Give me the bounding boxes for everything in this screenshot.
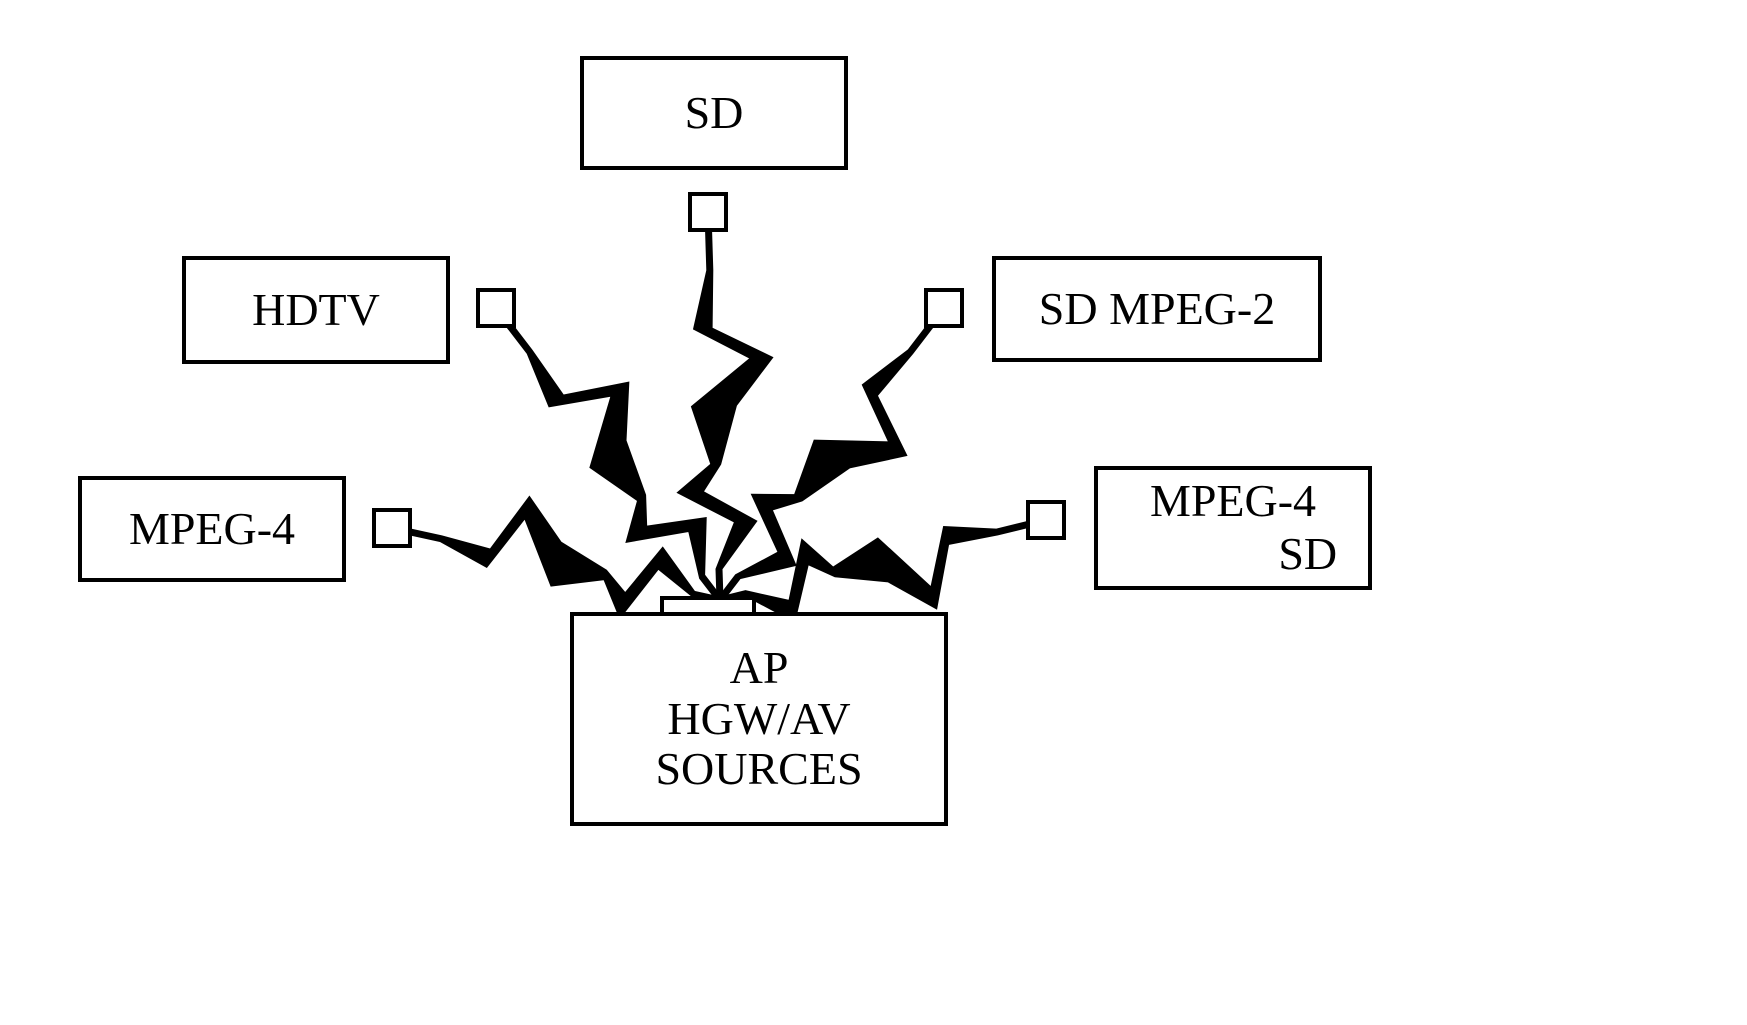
center-ap-box: AP HGW/AV SOURCES	[570, 612, 948, 826]
antenna-sd	[688, 192, 728, 232]
center-line-2: HGW/AV	[667, 694, 850, 745]
node-sdmpeg2: SD MPEG-2	[992, 256, 1322, 362]
node-sd: SD	[580, 56, 848, 170]
node-label-hdtv: HDTV	[252, 284, 380, 337]
diagram-stage: { "canvas": { "width": 1747, "height": 1…	[0, 0, 1747, 1025]
node-mpeg4: MPEG-4	[78, 476, 346, 582]
center-line-3: SOURCES	[655, 744, 862, 795]
antenna-mpeg4	[372, 508, 412, 548]
node-label-sdmpeg2: SD MPEG-2	[1039, 283, 1275, 336]
bolt	[494, 307, 722, 602]
node-label-mpeg4: MPEG-4	[129, 503, 295, 556]
node-mpeg4sd: MPEG-4 SD	[1094, 466, 1372, 590]
node-hdtv: HDTV	[182, 256, 450, 364]
bolt	[719, 518, 1046, 622]
antenna-sdmpeg2	[924, 288, 964, 328]
node-label-sd: SD	[685, 87, 744, 140]
antenna-mpeg4sd	[1026, 500, 1066, 540]
bolt	[718, 307, 946, 602]
center-line-1: AP	[730, 643, 789, 694]
bolt	[678, 212, 772, 600]
node-label-mpeg4sd: MPEG-4 SD	[1129, 475, 1337, 581]
antenna-hdtv	[476, 288, 516, 328]
